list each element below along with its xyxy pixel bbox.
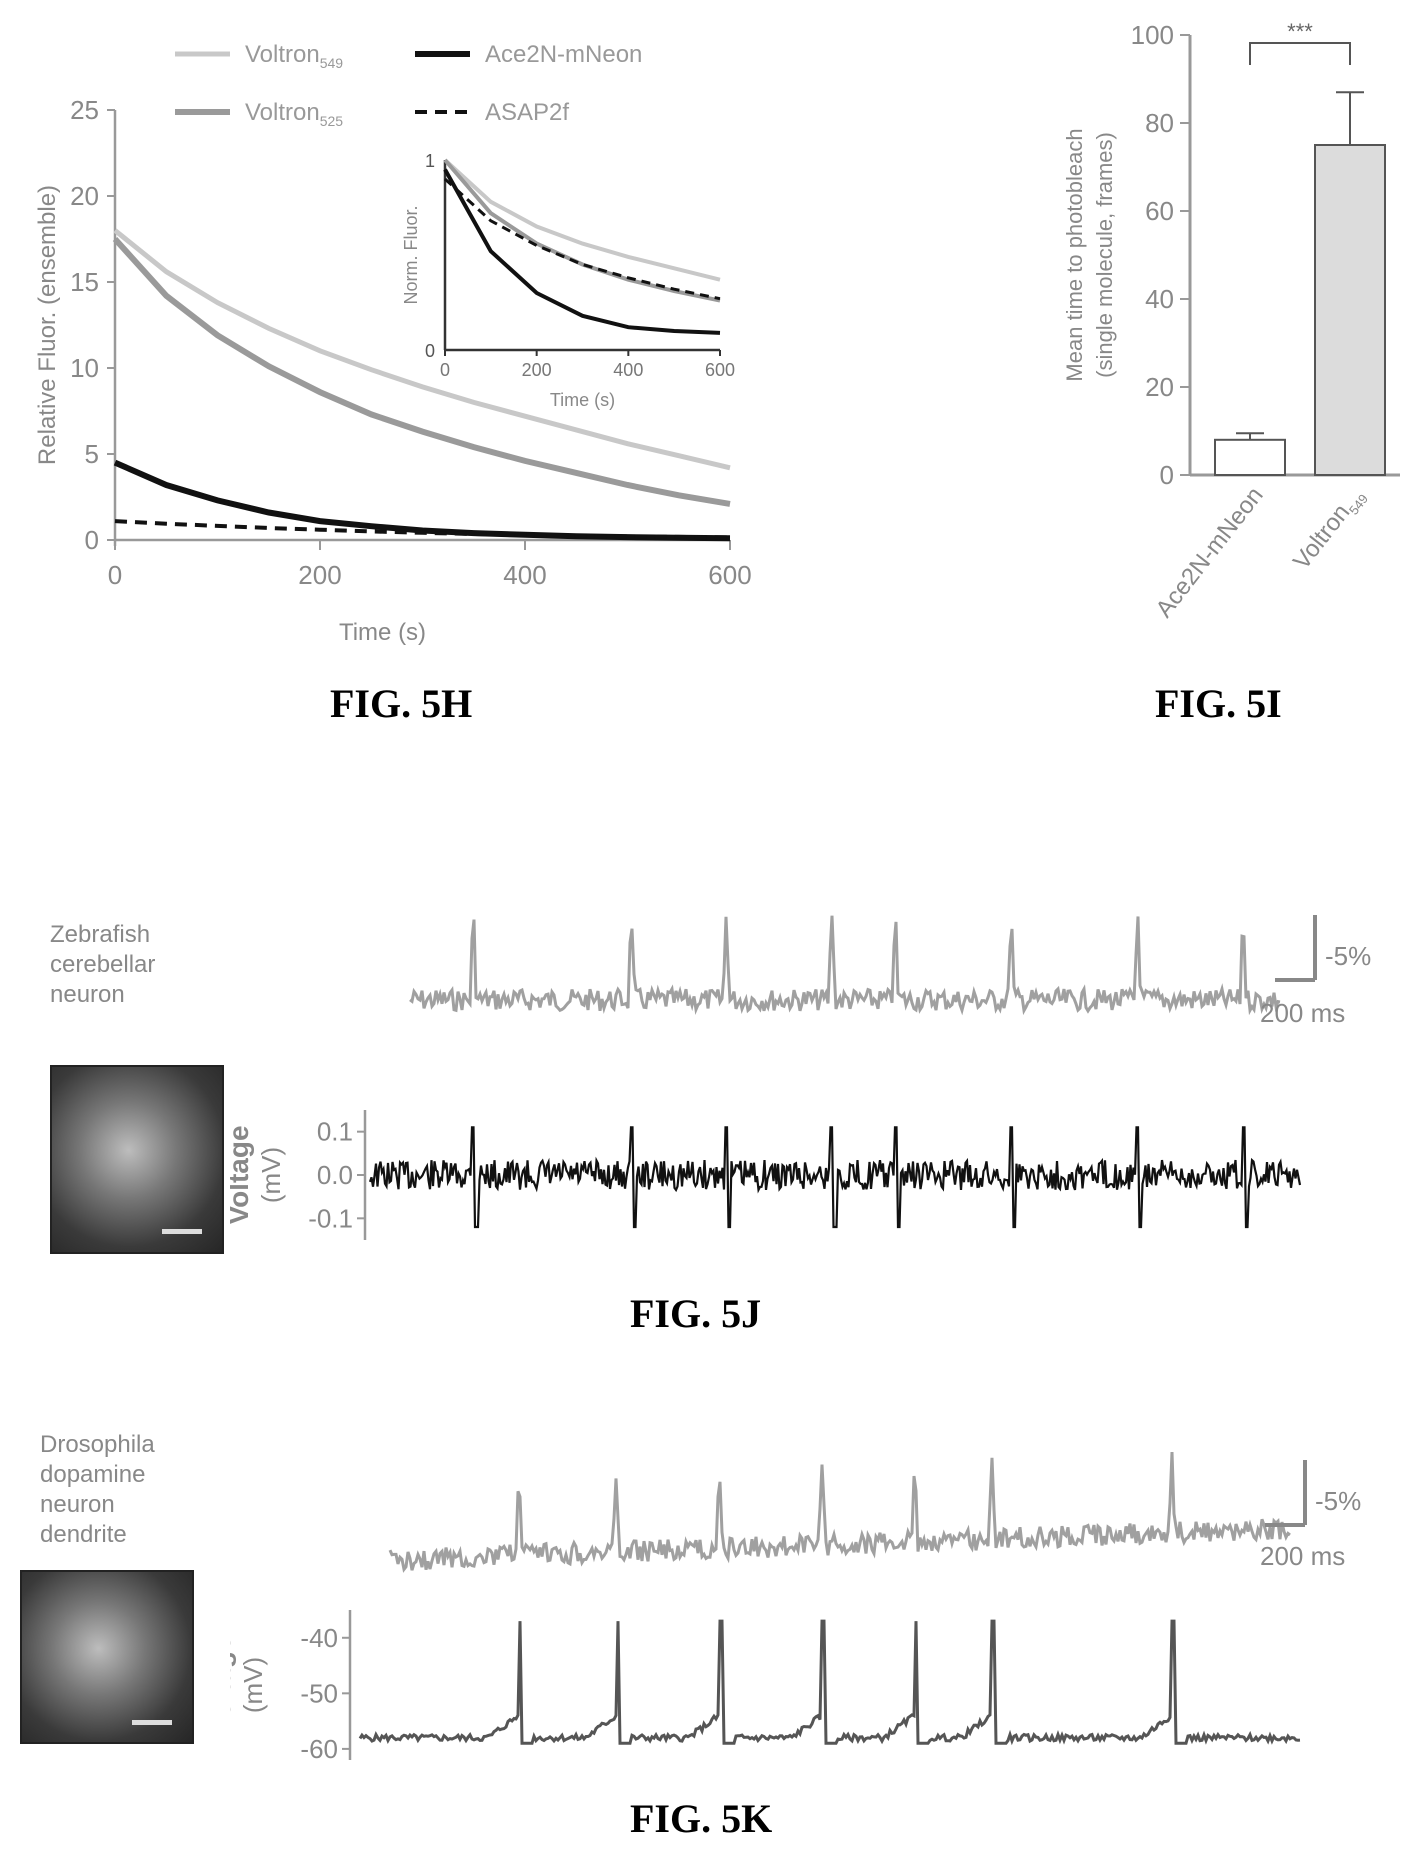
fig-5j-cell-label-line: Zebrafish xyxy=(50,921,151,948)
voltage-y-tick-label: -0.1 xyxy=(308,1203,353,1233)
fig-5j-cell-label-line: cerebellar xyxy=(50,951,156,978)
y-tick-label: 100 xyxy=(1131,20,1174,50)
y-tick-label: 5 xyxy=(85,439,99,469)
fig-5k-cell-label-line: dendrite xyxy=(40,1521,127,1548)
series-line xyxy=(112,236,731,507)
fig-5k-micrograph xyxy=(20,1570,194,1744)
fig-5i-caption: FIG. 5I xyxy=(1155,681,1282,726)
y-tick-label: 15 xyxy=(70,267,99,297)
significance-label: *** xyxy=(1287,19,1313,44)
voltage-y-tick-label: 0.0 xyxy=(317,1160,353,1190)
fig-5h-caption: FIG. 5H xyxy=(330,681,473,726)
y-tick-label: 0 xyxy=(1160,460,1174,490)
fig-5k-cell-label-line: dopamine xyxy=(40,1461,146,1488)
scale-y-label: -5% xyxy=(1325,941,1371,971)
inset-x-axis-label: Time (s) xyxy=(550,390,615,410)
voltage-trace xyxy=(368,1126,1302,1229)
scale-bar xyxy=(162,1229,202,1234)
bar xyxy=(1214,438,1286,476)
voltage-unit-label: (mV) xyxy=(238,1657,268,1713)
y-tick-label: 80 xyxy=(1145,108,1174,138)
series-line xyxy=(113,228,731,471)
inset-series-line xyxy=(443,158,721,282)
inset-y-tick-label: 1 xyxy=(425,151,435,171)
y-tick-label: 20 xyxy=(70,181,99,211)
x-axis-label: Time (s) xyxy=(339,619,426,646)
fig-5j-cell-label-line: neuron xyxy=(50,981,125,1008)
fluorescence-trace xyxy=(388,1452,1291,1573)
inset-x-tick-label: 400 xyxy=(613,360,643,380)
fig-5k-traces: -5% 200 ms -40 -50 -60 Voltage (mV) xyxy=(230,1452,1361,1764)
voltage-label: Voltage xyxy=(230,1635,236,1734)
legend-label: Ace2N-mNeon xyxy=(485,41,642,68)
y-tick-label: 10 xyxy=(70,353,99,383)
legend-label: Voltron549 xyxy=(245,41,343,71)
y-axis-label: Mean time to photobleach xyxy=(1062,128,1087,381)
x-tick-label: 0 xyxy=(108,560,122,590)
inset-series-line xyxy=(443,168,721,335)
voltage-trace xyxy=(358,1619,1301,1746)
y-tick-label: 40 xyxy=(1145,284,1174,314)
inset-y-axis-label: Norm. Fluor. xyxy=(401,205,421,304)
scale-x-label: 200 ms xyxy=(1260,1541,1345,1571)
y-axis-label: Relative Fluor. (ensemble) xyxy=(34,185,61,465)
bar xyxy=(1314,144,1386,476)
voltage-y-tick-label: -60 xyxy=(300,1734,338,1764)
y-tick-label: 0 xyxy=(85,525,99,555)
fig-5j-micrograph xyxy=(50,1065,224,1254)
scale-bar xyxy=(132,1720,172,1725)
fig-5k-cell-label-line: Drosophila xyxy=(40,1431,155,1458)
fig-5h-panel: 0 5 10 15 20 25 0 200 400 600 Time (s) Relative Flu… xyxy=(0,0,760,726)
y-axis-label: (single molecule, frames) xyxy=(1092,132,1117,378)
fig-5k-cell-label-line: neuron xyxy=(40,1491,115,1518)
fig-5j-cell-label: Zebrafish cerebellar neuron xyxy=(50,920,155,1010)
inset-x-tick-label: 200 xyxy=(522,360,552,380)
inset-series-line xyxy=(443,177,721,301)
fig-5j-traces: -5% 200 ms 0.1 0.0 -0.1 Voltage (mV) xyxy=(230,915,1371,1240)
category-label: Ace2N-mNeon xyxy=(1151,482,1269,623)
fig-5k-cell-label: Drosophila dopamine neuron dendrite xyxy=(40,1430,155,1550)
voltage-y-tick-label: -50 xyxy=(300,1678,338,1708)
inset-x-tick-label: 600 xyxy=(705,360,735,380)
inset-x-tick-label: 0 xyxy=(440,360,450,380)
voltage-y-tick-label: -40 xyxy=(300,1623,338,1653)
scale-x-label: 200 ms xyxy=(1260,998,1345,1028)
y-tick-label: 25 xyxy=(70,95,99,125)
inset-y-tick-label: 0 xyxy=(425,341,435,361)
legend-label: ASAP2f xyxy=(485,99,569,126)
legend-label: Voltron525 xyxy=(245,99,343,129)
category-label: Voltron549 xyxy=(1288,482,1371,576)
x-tick-label: 200 xyxy=(298,560,341,590)
fig-5i-panel: 0 20 40 60 80 100 Mean time to photobleach (sin… xyxy=(1040,0,1415,760)
fig-5k-caption: FIG. 5K xyxy=(630,1796,773,1841)
voltage-label: Voltage xyxy=(230,1125,254,1224)
voltage-y-tick-label: 0.1 xyxy=(317,1117,353,1147)
fluorescence-trace xyxy=(409,915,1281,1016)
y-tick-label: 60 xyxy=(1145,196,1174,226)
x-tick-label: 600 xyxy=(708,560,751,590)
fig-5i-chart: 0 20 40 60 80 100 Mean time to photobleach (sin… xyxy=(1062,19,1400,623)
significance-bracket xyxy=(1249,42,1351,65)
series-line xyxy=(114,519,731,540)
series-line xyxy=(113,459,731,542)
fig-5j-caption: FIG. 5J xyxy=(630,1291,762,1336)
y-tick-label: 20 xyxy=(1145,372,1174,402)
inset-series-line xyxy=(443,158,721,303)
voltage-unit-label: (mV) xyxy=(256,1147,286,1203)
x-tick-label: 400 xyxy=(503,560,546,590)
scale-y-label: -5% xyxy=(1315,1486,1361,1516)
